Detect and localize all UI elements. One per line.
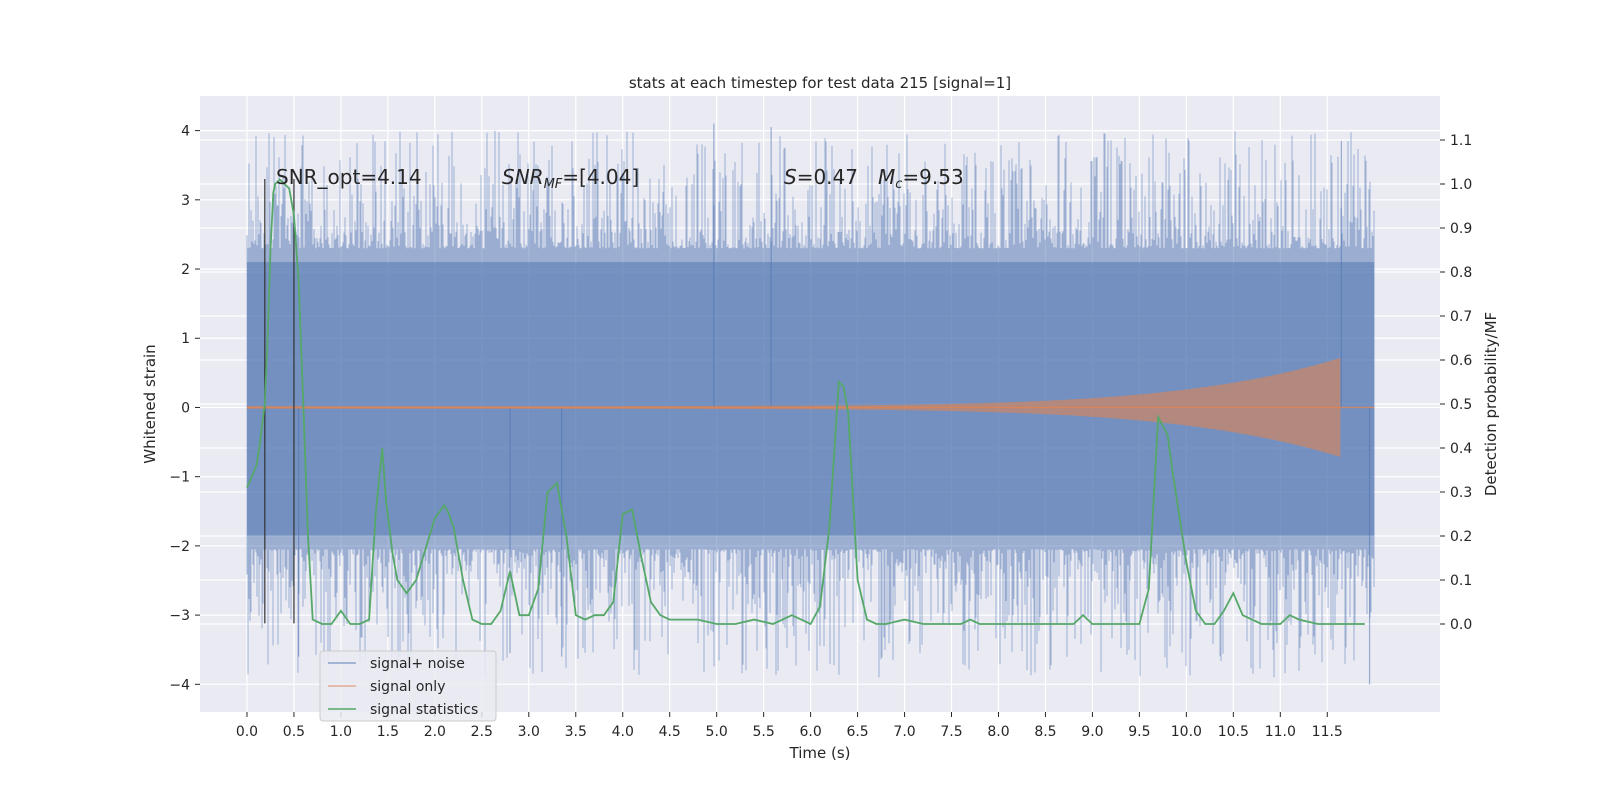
y-right-tick-label: 0.2 — [1450, 529, 1472, 545]
y-right-tick-label: 1.0 — [1450, 177, 1472, 193]
x-tick-label: 4.5 — [659, 724, 681, 740]
legend-label-noise: signal+ noise — [370, 656, 465, 672]
x-axis-label: Time (s) — [789, 744, 851, 762]
y-axis-left-label: Whitened strain — [141, 344, 159, 463]
x-tick-label: 0.5 — [283, 724, 305, 740]
x-tick-label: 9.0 — [1081, 724, 1103, 740]
y-left-tick-label: −2 — [169, 539, 190, 555]
x-tick-label: 1.0 — [330, 724, 352, 740]
y-right-tick-label: 0.4 — [1450, 441, 1472, 457]
y-right-tick-label: 0.1 — [1450, 573, 1472, 589]
y-right-ticks: 1.1 1.0 0.9 0.8 0.7 0.6 0.5 0.4 0.3 0.2 0.1 0.0 — [1440, 133, 1472, 633]
x-tick-label: 7.0 — [893, 724, 915, 740]
y-left-tick-label: 3 — [181, 193, 190, 209]
y-right-tick-label: 0.6 — [1450, 353, 1472, 369]
y-right-tick-label: 0.3 — [1450, 485, 1472, 501]
signal-only-series — [246, 357, 1375, 457]
y-right-tick-label: 0.7 — [1450, 309, 1472, 325]
x-tick-label: 8.5 — [1034, 724, 1056, 740]
x-tick-label: 10.5 — [1218, 724, 1249, 740]
x-tick-label: 7.5 — [940, 724, 962, 740]
y-left-tick-label: −3 — [169, 608, 190, 624]
y-left-tick-label: 2 — [181, 262, 190, 278]
y-right-tick-label: 0.9 — [1450, 221, 1472, 237]
x-tick-label: 4.0 — [612, 724, 634, 740]
y-right-tick-label: 0.0 — [1450, 617, 1472, 633]
x-tick-label: 5.0 — [706, 724, 728, 740]
y-left-tick-label: 4 — [181, 124, 190, 140]
legend-box — [319, 650, 497, 722]
y-left-tick-label: −4 — [169, 677, 190, 693]
x-tick-label: 2.5 — [471, 724, 493, 740]
y-right-tick-label: 0.8 — [1450, 265, 1472, 281]
x-tick-label: 5.5 — [753, 724, 775, 740]
x-tick-label: 6.0 — [799, 724, 821, 740]
y-left-ticks: 4 3 2 1 0 −1 −2 −3 −4 — [169, 124, 200, 693]
legend-label-statistics: signal statistics — [370, 702, 478, 718]
y-left-tick-label: −1 — [169, 470, 190, 486]
x-tick-label: 6.5 — [846, 724, 868, 740]
x-tick-label: 3.0 — [518, 724, 540, 740]
annotation-snr-mf: SNRMF=[4.04] — [502, 165, 639, 192]
x-tick-label: 1.5 — [377, 724, 399, 740]
x-tick-label: 8.0 — [987, 724, 1009, 740]
annotation-mc: Mc=9.53 — [878, 165, 964, 192]
x-tick-label: 11.5 — [1312, 724, 1343, 740]
x-tick-label: 10.0 — [1171, 724, 1202, 740]
legend: signal+ noise signal only signal statist… — [319, 650, 497, 722]
y-left-tick-label: 1 — [181, 331, 190, 347]
x-tick-label: 9.5 — [1128, 724, 1150, 740]
y-right-tick-label: 1.1 — [1450, 133, 1472, 149]
x-tick-label: 11.0 — [1265, 724, 1296, 740]
legend-label-signal-only: signal only — [370, 679, 445, 695]
y-right-tick-label: 0.5 — [1450, 397, 1472, 413]
y-axis-right-label: Detection probability/MF — [1482, 312, 1500, 496]
x-tick-label: 3.5 — [565, 724, 587, 740]
signal-statistics-line — [246, 178, 1365, 626]
annotation-snr-opt: SNR_opt=4.14 — [276, 165, 422, 189]
signal-statistics-series — [246, 178, 1365, 626]
y-left-tick-label: 0 — [181, 400, 190, 416]
chart-title: stats at each timestep for test data 215… — [629, 74, 1011, 92]
x-tick-label: 2.0 — [424, 724, 446, 740]
annotation-s: S=0.47 — [784, 165, 858, 189]
x-ticks: 0.0 0.5 1.0 1.5 2.0 2.5 3.0 3.5 4.0 4.5 5.0 5.5 6.0 6… — [236, 712, 1343, 740]
x-tick-label: 0.0 — [236, 724, 258, 740]
noise-spikes — [246, 130, 1375, 678]
